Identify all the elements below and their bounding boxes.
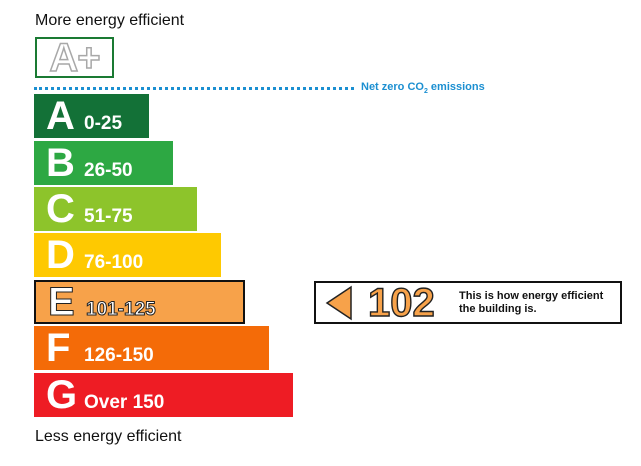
- band-letter: E: [48, 280, 76, 324]
- current-caption: This is how energy efficient the buildin…: [459, 290, 604, 315]
- band-range: 26-50: [84, 159, 133, 181]
- band-range: 76-100: [84, 251, 144, 273]
- band-range: 101-125: [86, 298, 157, 320]
- band-range: 0-25: [84, 112, 123, 134]
- net-zero-divider: [34, 87, 354, 90]
- band-letter: F: [46, 326, 71, 370]
- more-efficient-label: More energy efficient: [35, 12, 185, 29]
- band-letter: D: [46, 233, 75, 277]
- band-e: E 101-125: [34, 280, 245, 324]
- current-rating-indicator: 102 This is how energy efficient the bui…: [314, 281, 622, 324]
- less-efficient-label: Less energy efficient: [35, 428, 182, 445]
- band-letter: C: [46, 187, 75, 231]
- band-range: 126-150: [84, 344, 154, 366]
- current-score: 102: [367, 281, 435, 325]
- a-plus-label: A+: [49, 35, 102, 80]
- a-plus-band: A+: [35, 37, 114, 78]
- band-f: F 126-150: [34, 326, 269, 370]
- band-letter: A: [46, 94, 75, 138]
- band-b: B 26-50: [34, 141, 173, 185]
- band-range: 51-75: [84, 205, 133, 227]
- band-range: Over 150: [84, 391, 165, 413]
- band-a: A 0-25: [34, 94, 149, 138]
- band-letter: G: [46, 373, 78, 417]
- band-c: C 51-75: [34, 187, 197, 231]
- band-letter: B: [46, 141, 75, 185]
- pointer-arrow-icon: [325, 285, 352, 321]
- net-zero-label: Net zero CO2 emissions: [361, 81, 485, 96]
- band-d: D 76-100: [34, 233, 221, 277]
- band-g: G Over 150: [34, 373, 293, 417]
